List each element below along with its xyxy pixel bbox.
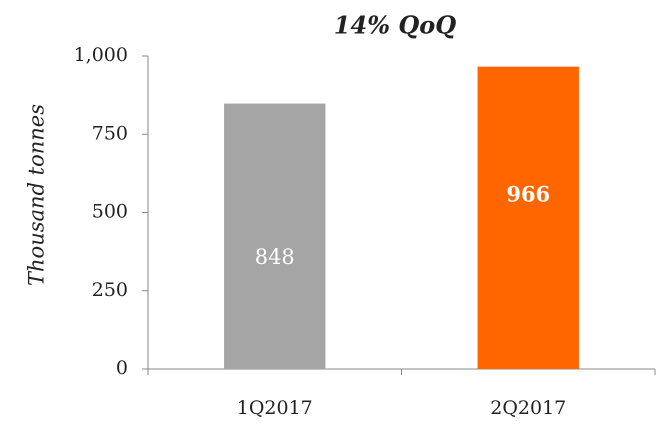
bar: [224, 103, 326, 370]
y-tick-label: 750: [92, 122, 128, 144]
y-tick-label: 0: [116, 357, 128, 379]
chart-title: 14% QoQ: [334, 11, 456, 40]
bar: [477, 66, 579, 369]
y-axis-label: Thousand tonnes: [25, 104, 49, 286]
y-tick-label: 250: [92, 279, 128, 301]
data-label: 848: [255, 245, 295, 269]
x-tick-label: 2Q2017: [490, 397, 566, 419]
data-label: 966: [506, 181, 550, 206]
y-tick-label: 1,000: [74, 44, 128, 66]
x-tick-label: 1Q2017: [237, 397, 313, 419]
y-tick-label: 500: [92, 201, 128, 223]
